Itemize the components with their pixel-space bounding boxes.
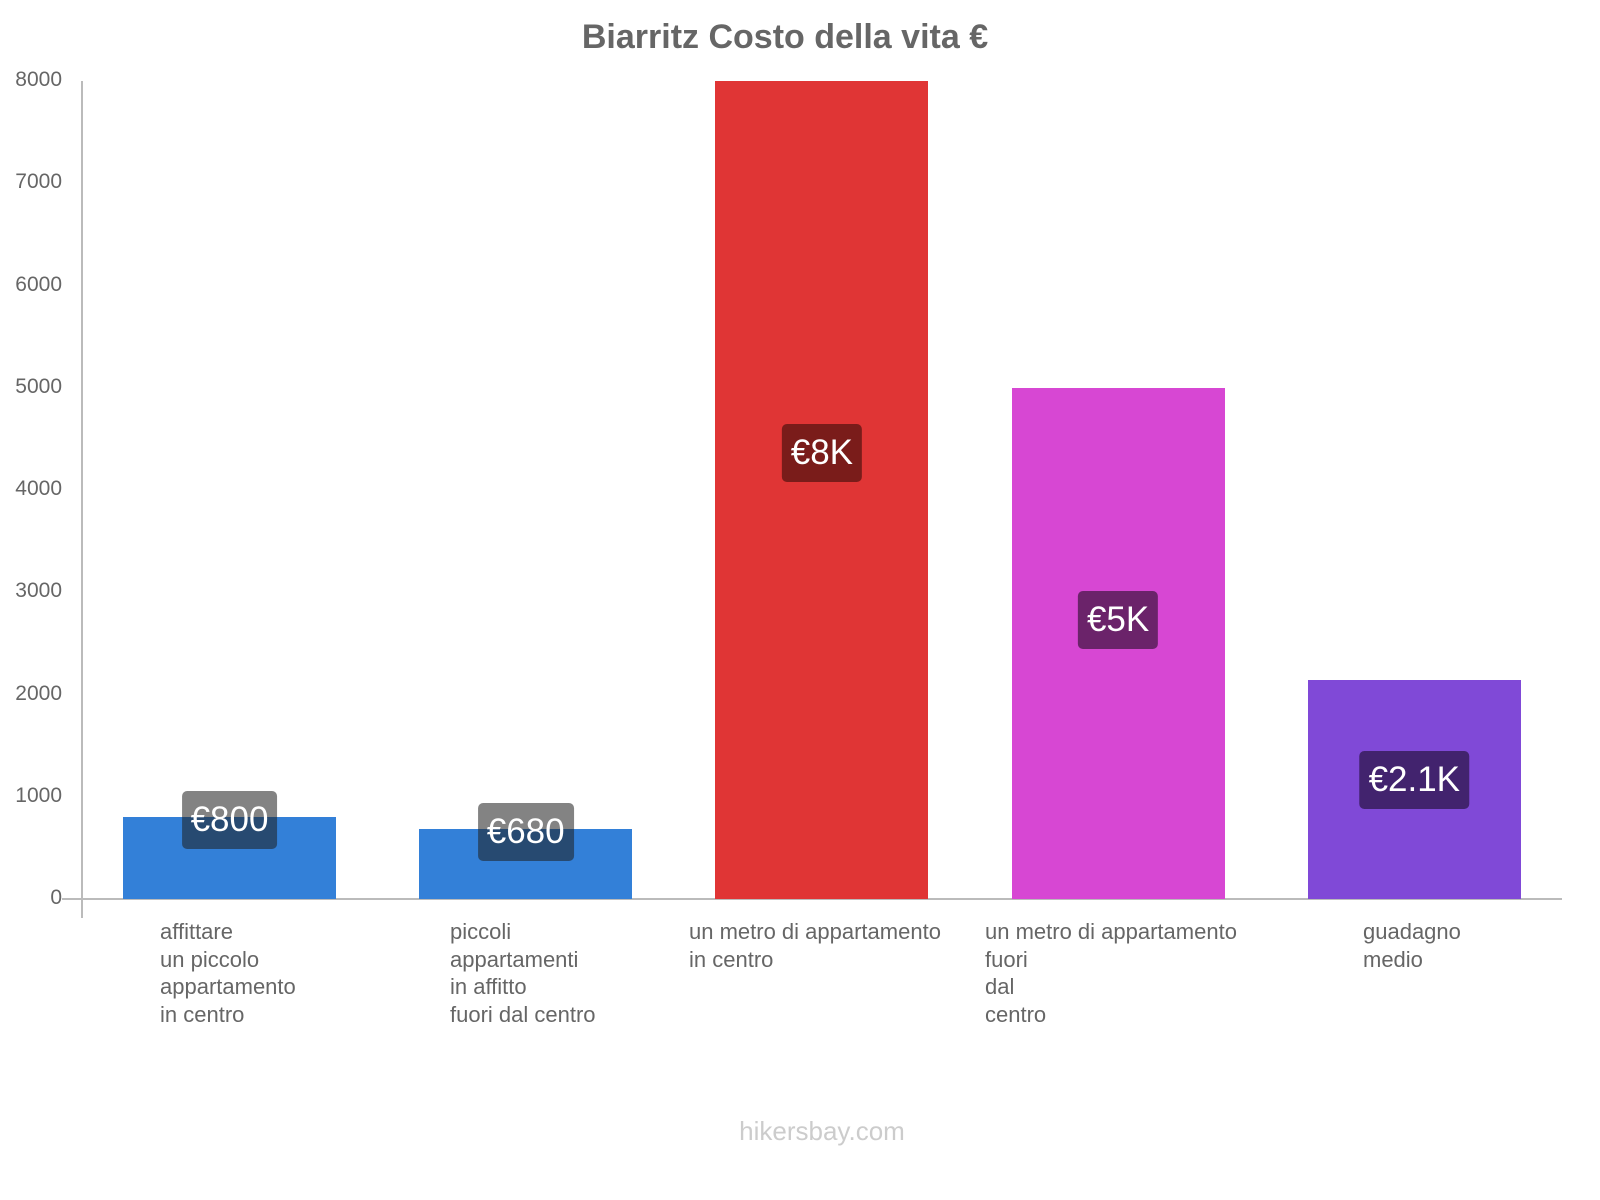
x-axis-line (62, 898, 1562, 900)
x-category-label: piccoli appartamenti in affitto fuori da… (450, 919, 596, 1027)
x-category-label: un metro di appartamento fuori dal centr… (985, 919, 1237, 1027)
bar-value-label: €680 (477, 803, 574, 862)
x-category-label: guadagno medio (1363, 919, 1461, 972)
source-watermark: hikersbay.com (739, 1116, 905, 1146)
x-category-label: affittare un piccolo appartamento in cen… (160, 919, 296, 1027)
y-axis-line (81, 81, 83, 918)
y-tick-label: 0 (50, 886, 62, 909)
y-tick-label: 2000 (15, 681, 62, 705)
x-category-label: un metro di appartamento in centro (689, 919, 941, 972)
bar-value-label: €5K (1077, 591, 1159, 650)
y-tick-label: 4000 (15, 477, 62, 500)
y-tick-label: 6000 (15, 272, 62, 296)
chart-title: Biarritz Costo della vita € (581, 18, 989, 56)
y-tick-label: 1000 (15, 783, 62, 807)
y-tick-label: 5000 (15, 374, 62, 398)
y-tick-label: 8000 (15, 68, 62, 91)
y-tick-label: 3000 (15, 579, 62, 603)
bar-value-label: €800 (181, 791, 278, 850)
y-tick-label: 7000 (15, 170, 62, 194)
bar-value-label: €2.1K (1359, 750, 1470, 809)
y-zero-tick-mark (62, 898, 82, 900)
bar-value-label: €8K (781, 424, 863, 483)
bar[interactable] (715, 81, 929, 899)
